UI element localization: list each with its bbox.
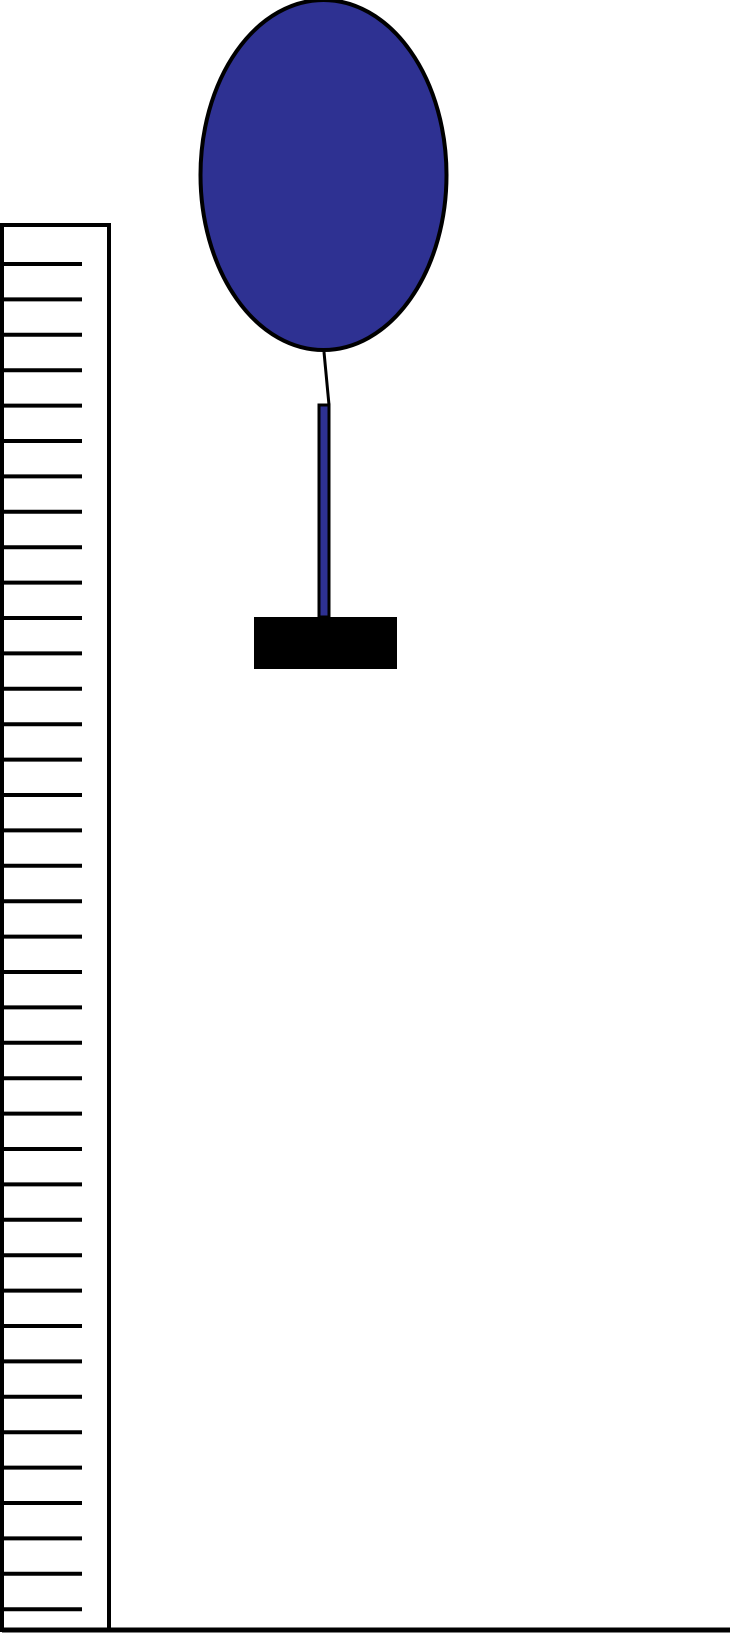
balloon: [198, 0, 449, 406]
hanging-rod: [317, 403, 331, 619]
balloon-string: [322, 351, 331, 406]
weight-block: [254, 617, 397, 669]
ruler-frame: [0, 223, 111, 1632]
ruler: [0, 223, 111, 1632]
ruler-ticks: [4, 262, 82, 1612]
balloon-body: [198, 0, 449, 352]
